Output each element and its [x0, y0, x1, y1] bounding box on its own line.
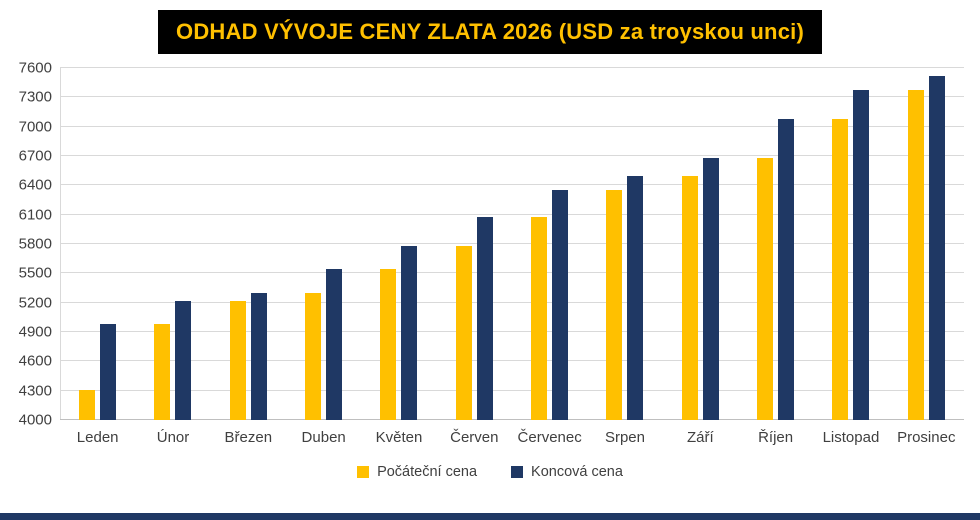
x-tick-label: Září	[686, 429, 714, 446]
x-tick-label: Červen	[450, 429, 499, 446]
y-tick-label: 4600	[18, 352, 52, 370]
y-tick-label: 4000	[18, 411, 52, 429]
y-tick-label: 5500	[18, 264, 52, 282]
bar-group-1	[60, 68, 135, 420]
bar-group-5	[361, 68, 436, 420]
bar-group-9	[663, 68, 738, 420]
y-tick-label: 6100	[18, 206, 52, 224]
y-tick-label: 7000	[18, 118, 52, 136]
plot-area	[60, 67, 964, 420]
gridline	[60, 360, 964, 362]
bar	[907, 89, 924, 420]
bar	[681, 175, 698, 420]
bar-group-2	[135, 68, 210, 420]
y-tick-label: 7300	[18, 88, 52, 106]
y-axis-line	[60, 68, 61, 420]
legend-swatch	[511, 466, 524, 478]
gridline	[60, 125, 964, 127]
bar	[627, 175, 644, 420]
bottom-border	[0, 513, 980, 520]
bar	[175, 300, 192, 420]
bar-group-3	[211, 68, 286, 420]
bar	[757, 157, 774, 420]
y-tick-label: 5200	[18, 294, 52, 312]
gridline	[60, 243, 964, 244]
bar	[476, 216, 493, 420]
y-tick-label: 4300	[18, 382, 52, 400]
bar	[606, 190, 623, 420]
bar-group-7	[512, 68, 587, 420]
bar	[853, 89, 870, 420]
bar	[552, 190, 569, 420]
x-tick-label: Prosinec	[897, 429, 956, 446]
bar	[928, 75, 945, 420]
bars-row	[60, 68, 964, 420]
bar	[401, 245, 418, 420]
bar-group-6	[437, 68, 512, 420]
y-tick-label: 5800	[18, 235, 52, 253]
bar	[305, 292, 322, 420]
x-tick-label: Leden	[76, 429, 119, 446]
gridline	[60, 272, 964, 274]
title-row: ODHAD VÝVOJE CENY ZLATA 2026 (USD za tro…	[0, 0, 980, 54]
gridline	[60, 213, 964, 215]
y-tick-label: 6400	[18, 176, 52, 194]
bar	[79, 389, 96, 420]
gridline	[60, 389, 964, 391]
bar	[326, 269, 343, 420]
x-tick-label: Březen	[224, 429, 273, 446]
gridline	[60, 67, 964, 68]
x-tick-label: Únor	[156, 429, 190, 446]
x-tick-label: Říjen	[758, 429, 794, 446]
x-tick-label: Listopad	[822, 429, 880, 446]
bar	[154, 324, 171, 420]
bar	[455, 245, 472, 420]
bar-group-11	[813, 68, 888, 420]
bar	[380, 269, 397, 420]
bar	[702, 157, 719, 420]
legend-item: Počáteční cena	[357, 464, 477, 480]
y-axis: 4000 4300 4600 4900 5200 5500 5800 6100 6400 6700…	[10, 61, 60, 428]
chart-body: 4000 4300 4600 4900 5200 5500 5800 6100 6400 6700…	[0, 61, 980, 446]
legend-label: Koncová cena	[531, 464, 623, 480]
x-tick-label: Červenec	[517, 429, 582, 446]
legend-swatch	[357, 466, 370, 478]
gridline	[60, 331, 964, 332]
bar-group-8	[587, 68, 662, 420]
y-tick-label: 7600	[18, 59, 52, 77]
x-tick-label: Duben	[301, 429, 346, 446]
bar-group-12	[889, 68, 964, 420]
gridline	[60, 184, 964, 186]
x-axis-line	[60, 419, 964, 420]
y-tick-label: 4900	[18, 323, 52, 341]
bar-group-10	[738, 68, 813, 420]
legend-label: Počáteční cena	[377, 464, 478, 480]
bar	[778, 118, 795, 420]
plot-column: Leden Únor Březen Duben Květen Červen Červenec…	[60, 67, 964, 446]
bar	[100, 324, 117, 420]
gridline	[60, 301, 964, 303]
y-tick-label: 6700	[18, 147, 52, 165]
legend: Počáteční cena Koncová cena	[0, 464, 980, 480]
bar	[250, 292, 267, 420]
legend-item: Koncová cena	[511, 464, 623, 480]
bar	[531, 216, 548, 420]
bar-group-4	[286, 68, 361, 420]
x-tick-label: Květen	[375, 429, 423, 446]
x-axis: Leden Únor Březen Duben Květen Červen Červenec…	[60, 429, 964, 446]
x-tick-label: Srpen	[604, 429, 645, 446]
gridline	[60, 96, 964, 98]
bar	[229, 300, 246, 420]
gridline	[60, 155, 964, 156]
chart-title: ODHAD VÝVOJE CENY ZLATA 2026 (USD za tro…	[158, 10, 822, 54]
bar	[832, 118, 849, 420]
